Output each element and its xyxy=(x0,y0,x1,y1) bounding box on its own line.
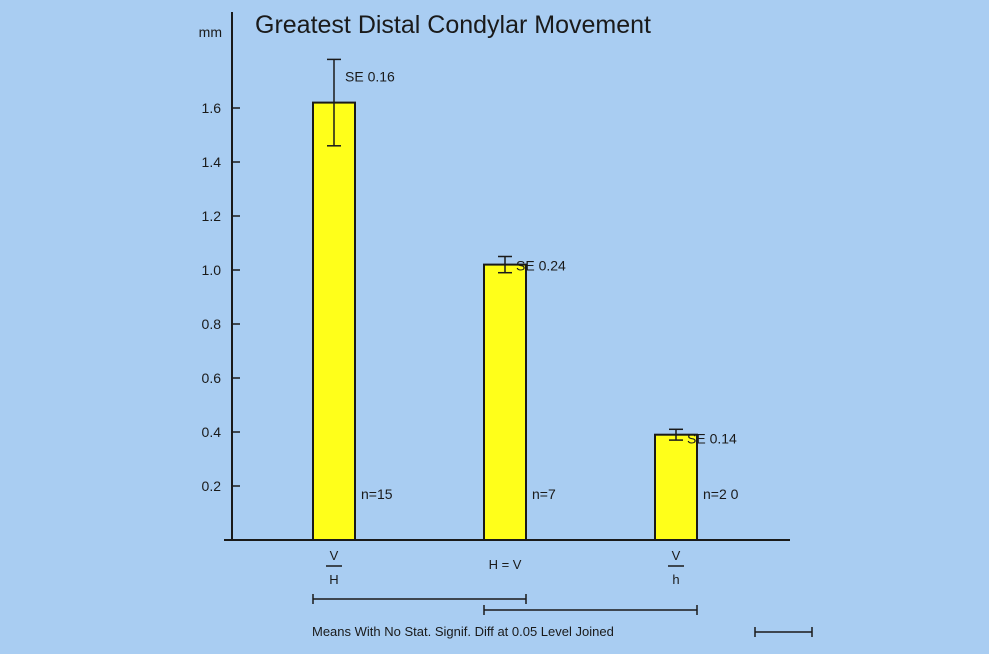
n-label: n=7 xyxy=(532,486,556,502)
bar xyxy=(654,433,698,542)
y-tick-label: 0.4 xyxy=(202,424,222,440)
n-label: n=2 0 xyxy=(703,486,739,502)
significance-footnote: Means With No Stat. Signif. Diff at 0.05… xyxy=(312,624,614,639)
y-tick-label: 0.6 xyxy=(202,370,222,386)
se-label: SE 0.16 xyxy=(345,68,395,84)
x-tick-label-top: V xyxy=(330,548,339,563)
y-axis-unit-label: mm xyxy=(199,24,222,40)
y-tick-label: 1.0 xyxy=(202,262,222,278)
x-tick-label-bottom: H xyxy=(329,572,338,587)
chart-title: Greatest Distal Condylar Movement xyxy=(255,11,651,39)
y-tick-label: 1.4 xyxy=(202,154,222,170)
se-label: SE 0.24 xyxy=(516,258,566,274)
bar xyxy=(483,263,527,541)
y-tick-label: 0.8 xyxy=(202,316,222,332)
x-tick-label-top: V xyxy=(672,548,681,563)
y-tick-label: 1.2 xyxy=(202,208,222,224)
bar xyxy=(312,101,356,541)
x-tick-label-bottom: h xyxy=(672,572,679,587)
y-tick-label: 0.2 xyxy=(202,478,222,494)
y-tick-label: 1.6 xyxy=(202,100,222,116)
n-label: n=15 xyxy=(361,486,393,502)
se-label: SE 0.14 xyxy=(687,430,737,446)
x-tick-label: H = V xyxy=(489,557,522,572)
